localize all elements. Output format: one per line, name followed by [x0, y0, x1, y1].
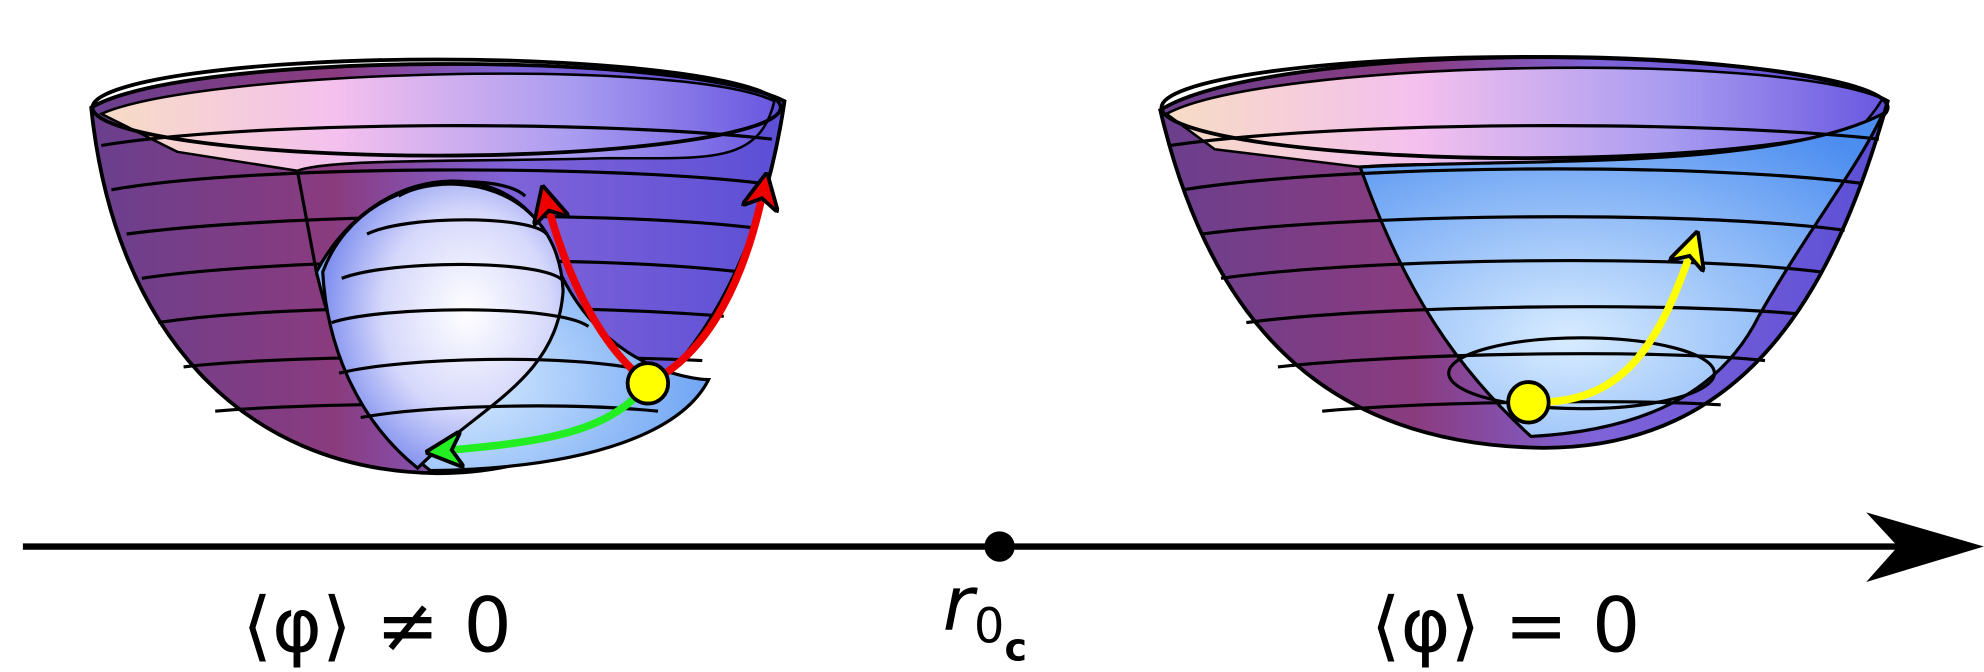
critical-sub: 0	[974, 599, 1005, 655]
page: ⟨φ⟩ ≠ 0 r0c ⟨φ⟩ = 0 (() => { const data …	[0, 0, 1984, 668]
right-label: ⟨φ⟩ = 0	[1371, 582, 1640, 668]
left-label: ⟨φ⟩ ≠ 0	[242, 582, 511, 668]
right-potential	[1160, 57, 1887, 448]
critical-label: r0c	[943, 560, 1027, 668]
diagram: ⟨φ⟩ ≠ 0 r0c ⟨φ⟩ = 0	[0, 0, 1984, 668]
left-potential	[91, 59, 784, 473]
critical-subsub: c	[1004, 625, 1027, 668]
critical-point	[984, 531, 1014, 561]
